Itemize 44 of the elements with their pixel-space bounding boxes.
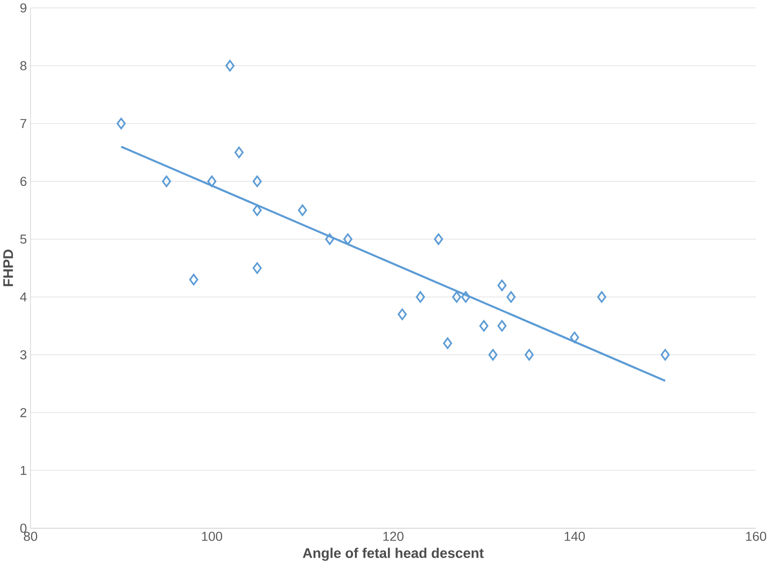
point bbox=[461, 291, 470, 303]
point bbox=[116, 118, 126, 130]
x-tick-label: 120 bbox=[383, 532, 404, 541]
point bbox=[660, 348, 670, 360]
x-tick-label: 160 bbox=[746, 532, 766, 541]
point bbox=[207, 175, 216, 188]
x-tick-label: 140 bbox=[564, 532, 585, 541]
point bbox=[506, 291, 516, 303]
y-tick-label: 2 bbox=[20, 408, 26, 418]
y-tick-label: 6 bbox=[20, 176, 26, 186]
point bbox=[298, 204, 308, 216]
point bbox=[497, 320, 507, 332]
y-tick-label: 9 bbox=[20, 3, 26, 12]
y-tick-label: 7 bbox=[20, 119, 26, 128]
point bbox=[570, 332, 580, 344]
point bbox=[416, 291, 425, 303]
y-tick-label: 8 bbox=[20, 61, 26, 70]
point bbox=[452, 291, 462, 303]
point bbox=[443, 337, 452, 349]
y-tick-label: 4 bbox=[20, 292, 27, 302]
y-tick-label: 1 bbox=[20, 466, 26, 475]
point bbox=[252, 262, 262, 274]
point bbox=[398, 308, 407, 320]
point bbox=[234, 146, 244, 158]
point bbox=[524, 348, 534, 360]
point bbox=[325, 233, 334, 245]
point bbox=[597, 291, 606, 303]
point bbox=[252, 175, 262, 188]
point bbox=[479, 320, 488, 332]
point bbox=[252, 204, 262, 216]
point bbox=[343, 233, 352, 245]
y-tick-label: 5 bbox=[20, 234, 26, 244]
point bbox=[488, 348, 498, 360]
point bbox=[225, 60, 235, 72]
x-tick-label: 80 bbox=[24, 532, 38, 541]
point bbox=[189, 274, 198, 286]
x-axis-title: Angle of fetal head descent bbox=[302, 548, 484, 561]
y-tick-label: 0 bbox=[20, 524, 26, 533]
point bbox=[434, 233, 444, 245]
y-axis-title: FHPD bbox=[3, 250, 13, 286]
point bbox=[497, 280, 507, 292]
point bbox=[162, 175, 172, 188]
x-tick-label: 100 bbox=[202, 532, 222, 541]
y-tick-label: 3 bbox=[20, 350, 26, 360]
